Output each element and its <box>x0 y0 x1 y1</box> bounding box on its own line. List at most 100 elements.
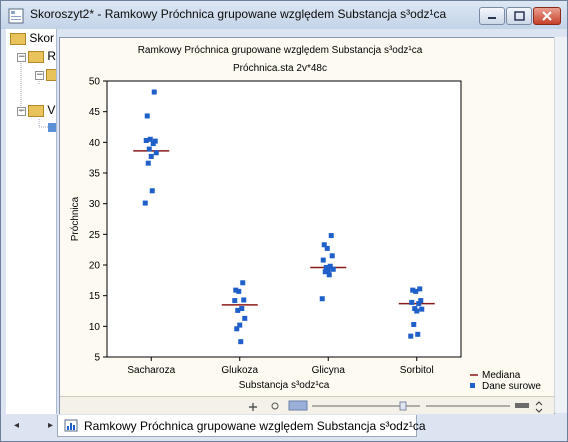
tree-lines <box>20 63 56 132</box>
data-point <box>329 253 335 259</box>
brush-color-icon <box>288 400 308 411</box>
data-point <box>146 146 152 152</box>
tab-label: Ramkowy Próchnica grupowane względem Sub… <box>84 419 426 433</box>
x-tick-label: Sacharoza <box>127 365 175 376</box>
y-axis-label: Próchnica <box>70 196 81 241</box>
data-point <box>236 288 242 294</box>
data-point <box>321 242 327 248</box>
data-point <box>414 308 420 314</box>
data-point <box>142 200 148 206</box>
graph-icon <box>64 419 78 432</box>
data-point <box>241 297 247 303</box>
minimize-button[interactable] <box>479 7 505 25</box>
data-point <box>147 136 153 142</box>
data-point <box>234 326 240 332</box>
chart-title: Ramkowy Próchnica grupowane względem Sub… <box>138 45 423 56</box>
data-point <box>415 331 421 337</box>
chart-subtitle: Próchnica.sta 2v*48c <box>233 63 327 74</box>
expand-toggle[interactable]: − <box>35 70 44 80</box>
y-tick-label: 50 <box>89 77 101 88</box>
y-tick-label: 10 <box>89 322 101 333</box>
y-tick-label: 20 <box>89 261 101 272</box>
maximize-button[interactable] <box>506 7 532 25</box>
x-axis-label: Substancja s³odz¹ca <box>239 380 330 391</box>
chevrons-icon <box>535 401 543 413</box>
y-tick-label: 15 <box>89 291 101 302</box>
data-point <box>417 286 423 292</box>
data-point <box>237 322 243 328</box>
graph-canvas[interactable]: Ramkowy Próchnica grupowane względem Sub… <box>60 38 554 396</box>
tree-item-folder[interactable]: R <box>28 49 56 65</box>
y-tick-label: 40 <box>89 138 101 149</box>
data-point <box>413 288 419 294</box>
close-icon <box>542 11 552 21</box>
raw-data-points <box>142 89 425 345</box>
data-point <box>150 141 156 147</box>
data-point <box>324 245 330 251</box>
data-point <box>325 268 331 274</box>
data-point <box>326 272 332 278</box>
plot-area <box>106 80 462 358</box>
folder-icon <box>46 68 56 81</box>
graph-icon <box>48 123 56 132</box>
tree-item-label: R <box>47 49 57 63</box>
tab-graph[interactable]: Ramkowy Próchnica grupowane względem Sub… <box>57 415 426 437</box>
y-tick-label: 35 <box>89 169 101 180</box>
tree-item-label: V <box>47 103 56 117</box>
data-point <box>238 339 244 345</box>
y-tick-label: 5 <box>94 353 100 364</box>
x-tick-label: Glicyna <box>312 365 346 376</box>
folder-icon <box>10 32 26 45</box>
tree-item-subfolder[interactable] <box>46 67 56 83</box>
data-point <box>409 299 415 305</box>
y-axis: 5 10 15 20 25 30 35 40 45 50 <box>89 77 107 364</box>
data-point <box>151 89 157 95</box>
data-point <box>148 153 154 159</box>
data-point <box>239 306 245 312</box>
data-point <box>153 150 159 156</box>
data-point <box>323 264 329 270</box>
legend: Mediana Dane surowe <box>470 370 541 392</box>
data-point <box>320 257 326 263</box>
data-point <box>419 306 425 312</box>
tree-item-root[interactable]: Skor <box>10 31 54 47</box>
data-point <box>143 137 149 143</box>
vertical-scrollbar[interactable] <box>554 37 567 413</box>
tree-item-folder[interactable]: V <box>28 103 55 119</box>
workbook-tree: Skor − R − − V <box>6 29 57 414</box>
tab-scroll-right-icon[interactable]: ▸ <box>48 420 54 431</box>
data-point <box>149 188 155 194</box>
tab-scroll-left-icon[interactable]: ◂ <box>14 420 20 431</box>
y-tick-label: 30 <box>89 199 101 210</box>
zoom-slider-thumb[interactable] <box>399 401 407 411</box>
data-point <box>235 307 241 313</box>
tree-item-label: Skor <box>29 31 55 45</box>
close-button[interactable] <box>533 7 561 25</box>
title-bar[interactable]: Skoroszyt2* - Ramkowy Próchnica grupowan… <box>1 1 567 29</box>
expand-toggle[interactable]: − <box>17 52 26 62</box>
data-point <box>144 113 150 119</box>
minimize-icon <box>488 17 496 19</box>
data-point <box>232 298 238 304</box>
data-point <box>240 280 246 286</box>
x-tick-label: Sorbitol <box>400 365 434 376</box>
data-point <box>418 298 424 304</box>
window-title: Skoroszyt2* - Ramkowy Próchnica grupowan… <box>30 7 447 21</box>
data-point <box>242 315 248 321</box>
box-plot-chart: Ramkowy Próchnica grupowane względem Sub… <box>70 45 541 392</box>
workbook-tab-bar: ◂ ▸ Ramkowy Próchnica grupowane względem… <box>6 414 564 440</box>
scroll-slider-thumb[interactable] <box>515 403 529 408</box>
workbook-icon <box>8 8 24 24</box>
graph-toolbar <box>60 396 554 415</box>
y-tick-label: 25 <box>89 230 101 241</box>
data-point <box>411 321 417 327</box>
data-point <box>408 333 414 339</box>
data-point <box>327 263 333 269</box>
legend-median-label: Mediana <box>482 370 521 381</box>
data-point <box>319 296 325 302</box>
folder-icon <box>28 50 44 63</box>
data-point <box>410 287 416 293</box>
data-point <box>416 301 422 307</box>
zoom-icon <box>271 402 279 410</box>
